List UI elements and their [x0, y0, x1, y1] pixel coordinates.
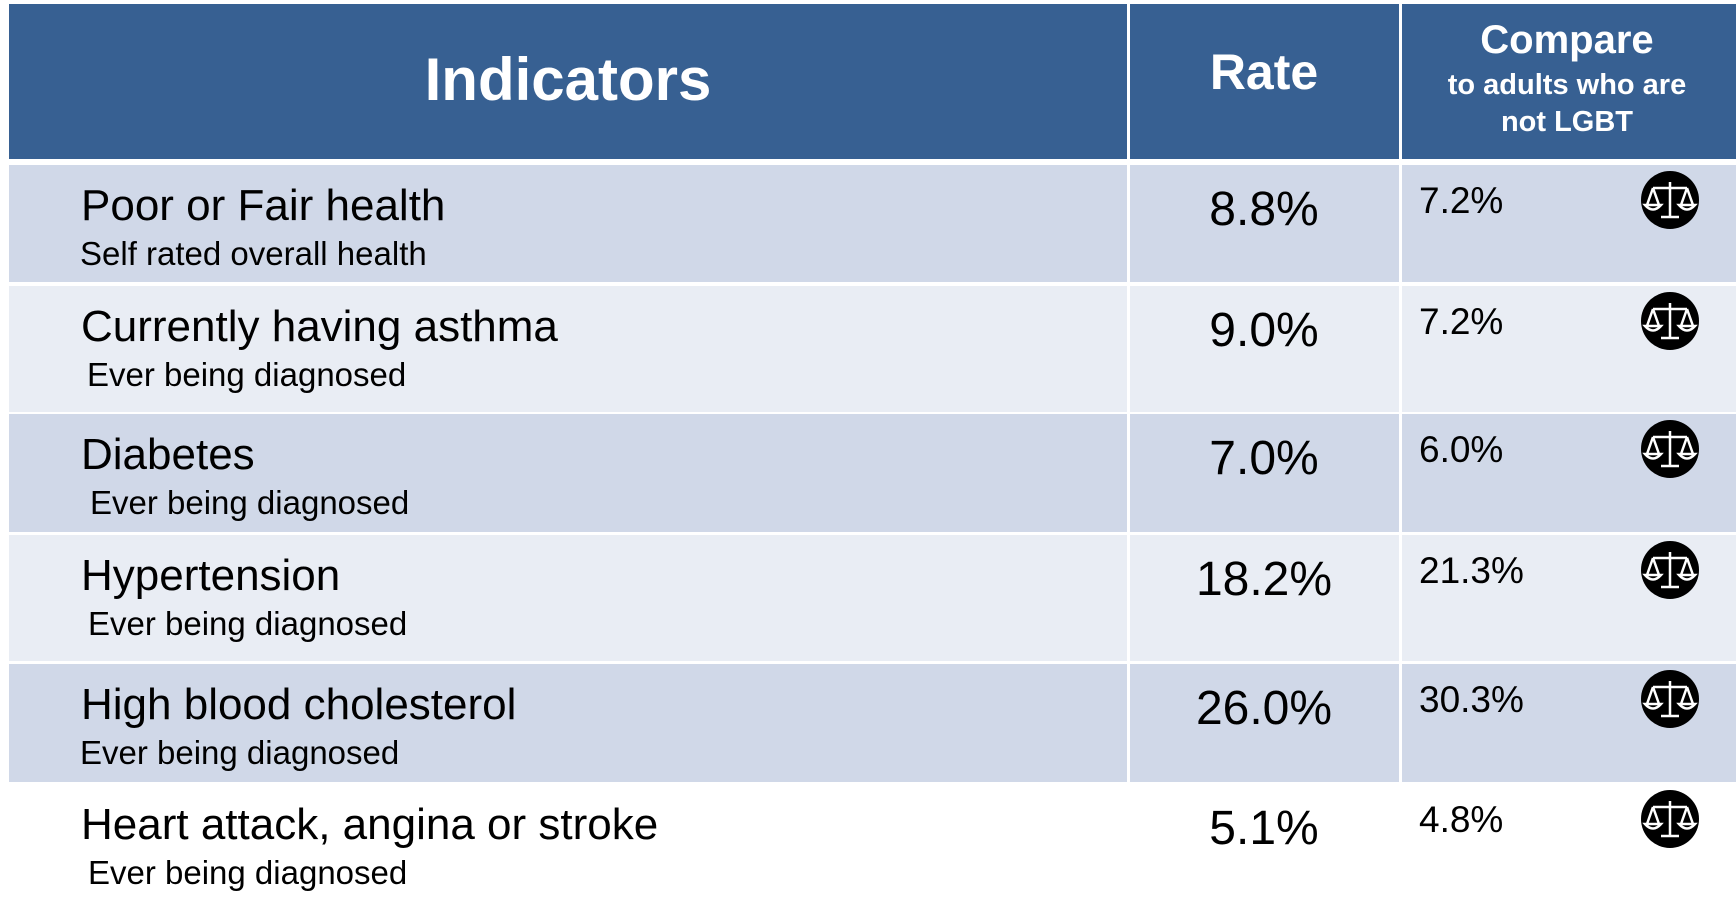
header-compare: Compare [1480, 18, 1653, 62]
icon-pan [1676, 806, 1698, 830]
scales-icon [1641, 420, 1699, 478]
header-divider [1127, 4, 1130, 159]
header-rate: Rate [1210, 44, 1318, 100]
header-divider [1399, 4, 1402, 159]
rate: 26.0% [1196, 682, 1332, 735]
icon-pan [1676, 308, 1698, 332]
compare-rate: 30.3% [1419, 679, 1524, 720]
cell-divider [1399, 784, 1402, 899]
compare-rate: 4.8% [1419, 799, 1503, 840]
icon-pan [1676, 187, 1698, 211]
header-bg [9, 4, 1736, 159]
indicator-description: Ever being diagnosed [80, 734, 399, 771]
indicator-description: Ever being diagnosed [90, 484, 409, 521]
indicator-name: Currently having asthma [81, 302, 558, 351]
icon-pan [1642, 806, 1664, 830]
scales-icon [1641, 670, 1699, 728]
header-indicators: Indicators [425, 46, 712, 113]
cell-divider [1399, 414, 1402, 532]
indicator-name: Heart attack, angina or stroke [81, 800, 658, 849]
icon-pan [1642, 308, 1664, 332]
compare-rate: 21.3% [1419, 550, 1524, 591]
compare-rate: 7.2% [1419, 180, 1503, 221]
cell-divider [1127, 664, 1130, 782]
compare-rate: 7.2% [1419, 301, 1503, 342]
row-bg [9, 286, 1736, 412]
scales-icon [1641, 541, 1699, 599]
cell-divider [1127, 784, 1130, 899]
cell-divider [1399, 286, 1402, 412]
scales-icon [1641, 171, 1699, 229]
indicator-description: Ever being diagnosed [88, 854, 407, 891]
row-bg [9, 414, 1736, 532]
indicator-name: Diabetes [81, 430, 255, 479]
icon-pan [1642, 686, 1664, 710]
cell-divider [1399, 535, 1402, 661]
icon-pan [1676, 557, 1698, 581]
scales-icon [1641, 292, 1699, 350]
compare-rate: 6.0% [1419, 429, 1503, 470]
rate: 18.2% [1196, 553, 1332, 606]
indicator-name: Poor or Fair health [81, 181, 445, 230]
icon-pan [1642, 187, 1664, 211]
cell-divider [1127, 165, 1130, 282]
icon-pan [1676, 686, 1698, 710]
indicator-name: High blood cholesterol [81, 680, 516, 729]
rate: 5.1% [1209, 802, 1318, 855]
rate: 7.0% [1209, 432, 1318, 485]
header-compare-sub: to adults who are [1448, 69, 1686, 101]
row-bg [9, 535, 1736, 661]
indicator-description: Ever being diagnosed [87, 356, 406, 393]
icon-pan [1642, 436, 1664, 460]
header-compare-sub: not LGBT [1501, 106, 1633, 138]
cell-divider [1399, 165, 1402, 282]
cell-divider [1127, 535, 1130, 661]
cell-divider [1127, 414, 1130, 532]
cell-divider [1127, 286, 1130, 412]
indicator-name: Hypertension [81, 551, 340, 600]
icon-pan [1676, 436, 1698, 460]
cell-divider [1399, 664, 1402, 782]
scales-icon [1641, 790, 1699, 848]
indicator-description: Ever being diagnosed [88, 605, 407, 642]
rate: 8.8% [1209, 183, 1318, 236]
row-bg [9, 784, 1736, 899]
indicator-description: Self rated overall health [80, 235, 427, 272]
row-bg [9, 165, 1736, 282]
icon-pan [1642, 557, 1664, 581]
row-bg [9, 664, 1736, 782]
rate: 9.0% [1209, 304, 1318, 357]
